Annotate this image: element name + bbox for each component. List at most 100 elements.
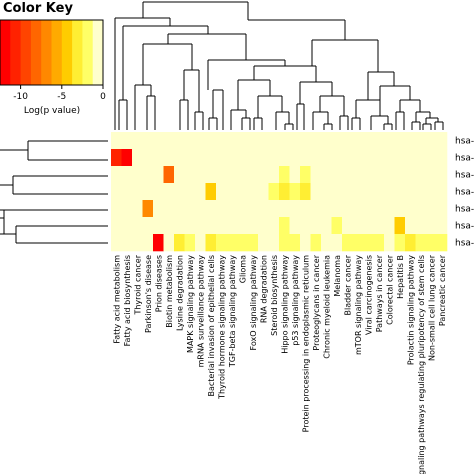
heatmap-cell xyxy=(426,183,437,201)
row-label: hsa- xyxy=(455,137,474,147)
heatmap-cell xyxy=(279,132,290,150)
color-key-swatch xyxy=(92,20,104,85)
heatmap-cell xyxy=(226,132,238,150)
heatmap-cell xyxy=(258,183,269,201)
heatmap-cell xyxy=(436,234,448,252)
heatmap-cell xyxy=(331,234,343,252)
heatmap-cell xyxy=(331,149,343,167)
heatmap-cell xyxy=(121,149,133,167)
heatmap-cell xyxy=(405,217,416,235)
color-key: Color Key -10 -5 0 Log(p value) xyxy=(0,1,106,116)
heatmap-cell xyxy=(352,217,364,235)
heatmap-cell xyxy=(289,166,301,184)
heatmap-cell xyxy=(142,132,154,150)
heatmap-cell xyxy=(216,166,227,184)
heatmap-cell xyxy=(216,217,227,235)
column-label: Thyroid hormone signaling pathway xyxy=(217,255,226,400)
heatmap-cell xyxy=(342,200,353,218)
heatmap-cell xyxy=(258,200,269,218)
heatmap-cell xyxy=(268,217,280,235)
heatmap-cell xyxy=(247,234,259,252)
heatmap-cell xyxy=(268,149,280,167)
heatmap-cell xyxy=(415,149,427,167)
heatmap-cell xyxy=(121,217,133,235)
heatmap-cell xyxy=(142,217,154,235)
heatmap-cell xyxy=(415,200,427,218)
heatmap-cell xyxy=(174,234,185,252)
column-label: Signaling pathways regulating pluripoten… xyxy=(417,255,426,474)
column-label: FoxO signaling pathway xyxy=(249,255,258,351)
heatmap-cell xyxy=(258,132,269,150)
heatmap-cell xyxy=(111,200,122,218)
heatmap-cell xyxy=(300,132,311,150)
heatmap-cell xyxy=(216,200,227,218)
heatmap-cell xyxy=(142,183,154,201)
heatmap-cell xyxy=(384,166,395,184)
heatmap-cell xyxy=(373,183,385,201)
heatmap-cell xyxy=(121,132,133,150)
heatmap-cell xyxy=(195,166,206,184)
heatmap-cell xyxy=(195,200,206,218)
heatmap-cell xyxy=(247,217,259,235)
heatmap-cell xyxy=(111,183,122,201)
heatmap-cell xyxy=(174,149,185,167)
heatmap-cell xyxy=(426,132,437,150)
heatmap-cell xyxy=(300,149,311,167)
heatmap-cell xyxy=(394,234,406,252)
heatmap-cell xyxy=(436,217,448,235)
heatmap-cell xyxy=(226,200,238,218)
color-key-tick-label: 0 xyxy=(100,92,106,102)
heatmap-cell xyxy=(426,149,437,167)
heatmap-cell xyxy=(331,183,343,201)
heatmap-cell xyxy=(268,183,280,201)
heatmap-cell xyxy=(205,200,217,218)
heatmap-cell xyxy=(436,166,448,184)
heatmap-cell xyxy=(258,149,269,167)
heatmap-cell xyxy=(331,217,343,235)
heatmap-cell xyxy=(184,132,196,150)
heatmap-cell xyxy=(384,183,395,201)
heatmap-cell xyxy=(310,200,322,218)
column-label: TGF-beta signaling pathway xyxy=(228,255,237,368)
heatmap-cell xyxy=(195,149,206,167)
heatmap-cell xyxy=(237,166,248,184)
heatmap-cell xyxy=(352,166,364,184)
heatmap-cell xyxy=(153,183,164,201)
heatmap-cell xyxy=(426,217,437,235)
heatmap-cell xyxy=(436,149,448,167)
heatmap-cell xyxy=(363,200,374,218)
heatmap-cell xyxy=(268,234,280,252)
heatmap-cell xyxy=(394,217,406,235)
heatmap-cell xyxy=(226,166,238,184)
heatmap-cell xyxy=(363,166,374,184)
heatmap-cell xyxy=(310,217,322,235)
heatmap-cell xyxy=(373,234,385,252)
heatmap-cell xyxy=(142,149,154,167)
row-label: hsa- xyxy=(455,239,474,249)
heatmap-cell xyxy=(300,217,311,235)
heatmap-cell xyxy=(289,132,301,150)
heatmap-cell xyxy=(300,234,311,252)
heatmap-cell xyxy=(289,200,301,218)
column-label: Bladder cancer xyxy=(343,254,352,315)
heatmap-cell xyxy=(184,166,196,184)
heatmap-cell xyxy=(111,166,122,184)
color-key-swatch xyxy=(0,20,11,85)
heatmap-cell xyxy=(226,149,238,167)
heatmap-cell xyxy=(195,183,206,201)
heatmap-cell xyxy=(373,166,385,184)
heatmap-cell xyxy=(268,200,280,218)
heatmap-cell xyxy=(279,217,290,235)
heatmap-cell xyxy=(153,166,164,184)
heatmap-cell xyxy=(268,166,280,184)
heatmap-cell xyxy=(363,132,374,150)
heatmap-cell xyxy=(153,132,164,150)
heatmap-cell xyxy=(121,166,133,184)
heatmap-cell xyxy=(321,183,332,201)
heatmap-cell xyxy=(237,132,248,150)
heatmap-cell xyxy=(300,183,311,201)
heatmap-cell xyxy=(405,149,416,167)
heatmap-cell xyxy=(436,132,448,150)
heatmap-cell xyxy=(331,200,343,218)
heatmap-cell xyxy=(342,132,353,150)
